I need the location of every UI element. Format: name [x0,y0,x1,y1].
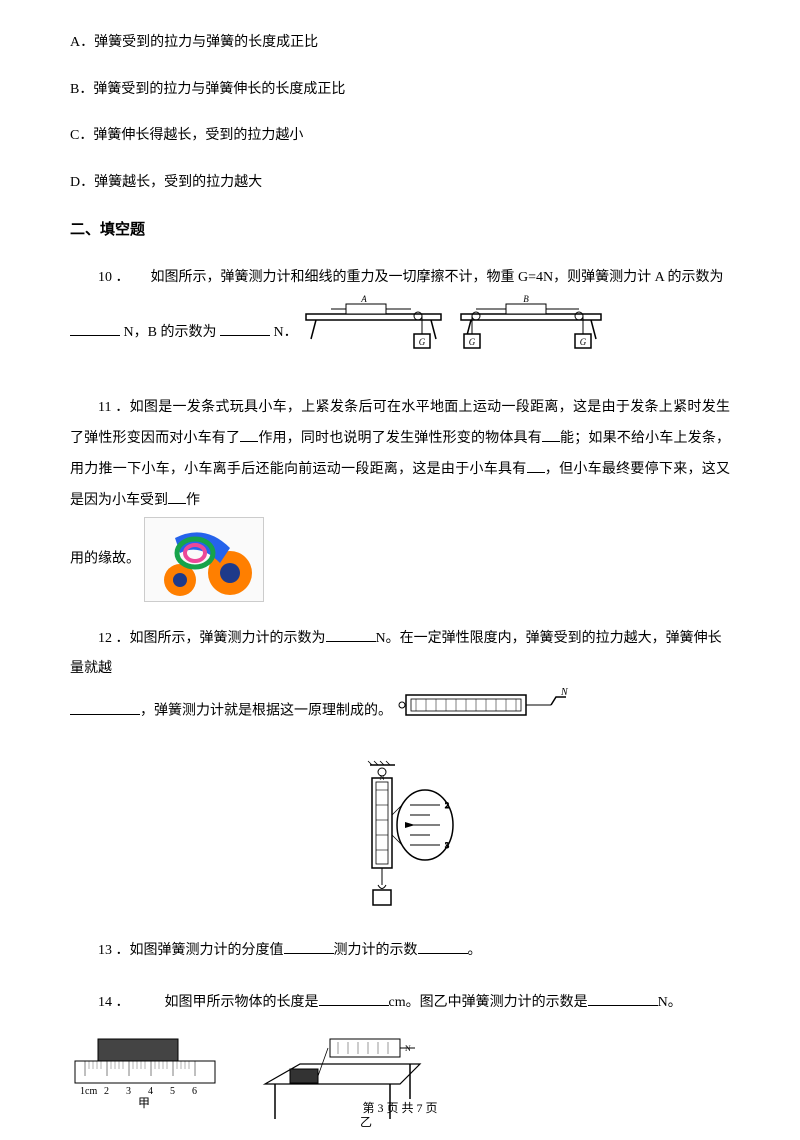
question-12: 12 ．如图所示，弹簧测力计的示数为N。在一定弹性限度内，弹簧受到的拉力越大，弹… [70,624,730,738]
q11-blank-1 [240,428,258,442]
q13-blank-2 [418,940,468,954]
svg-text:G: G [419,337,426,347]
q11-part5-b: 用的缘故。 [70,551,140,566]
q10-blank-2 [220,322,270,336]
svg-text:N: N [379,774,384,782]
q10-blank-1 [70,322,120,336]
option-d: D．弹簧越长，受到的拉力越大 [70,170,730,197]
q12-diagram: N [396,685,576,738]
q14-part1: ． 如图甲所示物体的长度是 [116,995,319,1010]
q14-figure-a: 1cm 2 3 4 5 6 甲 [70,1034,220,1140]
svg-text:3: 3 [126,1086,131,1097]
q14-part2: cm。图乙中弹簧测力计的示数是 [389,995,588,1010]
q14-num: 14 [98,995,112,1010]
q11-num: 11 [98,400,111,415]
svg-text:2: 2 [445,801,449,810]
q11-part2: 作用，同时也说明了发生弹性形变的物体具有 [258,431,542,446]
q13-diagram: N 2 3 [340,899,460,914]
q12-part1: ．如图所示，弹簧测力计的示数为 [116,631,326,646]
q13-part1: ．如图弹簧测力计的分度值 [116,943,284,958]
q13-part2: 测力计的示数 [334,943,418,958]
q11-blank-4 [168,490,186,504]
q14-figure-b: N 乙 [260,1034,440,1140]
option-b: B．弹簧受到的拉力与弹簧伸长的长度成正比 [70,77,730,104]
svg-text:3: 3 [445,841,449,850]
q13-blank-1 [284,940,334,954]
svg-text:N: N [560,687,569,698]
section-2-title: 二、填空题 [70,216,730,245]
q14-blank-1 [319,992,389,1006]
svg-text:6: 6 [192,1086,197,1097]
svg-text:G: G [580,337,587,347]
question-11: 11 ．如图是一发条式玩具小车，上紧发条后可在水平地面上运动一段距离，这是由于发… [70,393,730,601]
svg-text:5: 5 [170,1086,175,1097]
option-c: C．弹簧伸长得越长，受到的拉力越小 [70,123,730,150]
svg-text:1cm: 1cm [80,1086,97,1097]
q14-part3: N。 [658,995,682,1010]
q12-blank-1 [326,628,376,642]
svg-text:B: B [523,294,529,304]
q13-part3: 。 [468,943,482,958]
question-13: N 2 3 [70,760,730,966]
q10-diagram: A G B G [301,294,611,372]
q11-part5-a: 作 [186,493,200,508]
q12-part3: ，弹簧测力计就是根据这一原理制成的。 [140,704,392,719]
q11-blank-3 [527,459,545,473]
q12-blank-2 [70,701,140,715]
svg-text:2: 2 [104,1086,109,1097]
q11-toy-car-image [144,517,264,602]
svg-text:A: A [360,294,367,304]
svg-text:G: G [469,337,476,347]
q13-num: 13 [98,943,112,958]
option-a: A．弹簧受到的拉力与弹簧的长度成正比 [70,30,730,57]
q10-part3: N． [273,325,297,340]
q11-blank-2 [542,428,560,442]
q10-part1: ． 如图所示，弹簧测力计和细线的重力及一切摩擦不计，物重 G=4N，则弹簧测力计… [116,270,724,285]
page-footer: 第 3 页 共 7 页 [0,1097,800,1120]
q10-num: 10 [98,270,112,285]
q10-part2: N，B 的示数为 [124,325,217,340]
question-10: 10 ． 如图所示，弹簧测力计和细线的重力及一切摩擦不计，物重 G=4N，则弹簧… [70,263,730,372]
q14-blank-2 [588,992,658,1006]
q12-num: 12 [98,631,112,646]
